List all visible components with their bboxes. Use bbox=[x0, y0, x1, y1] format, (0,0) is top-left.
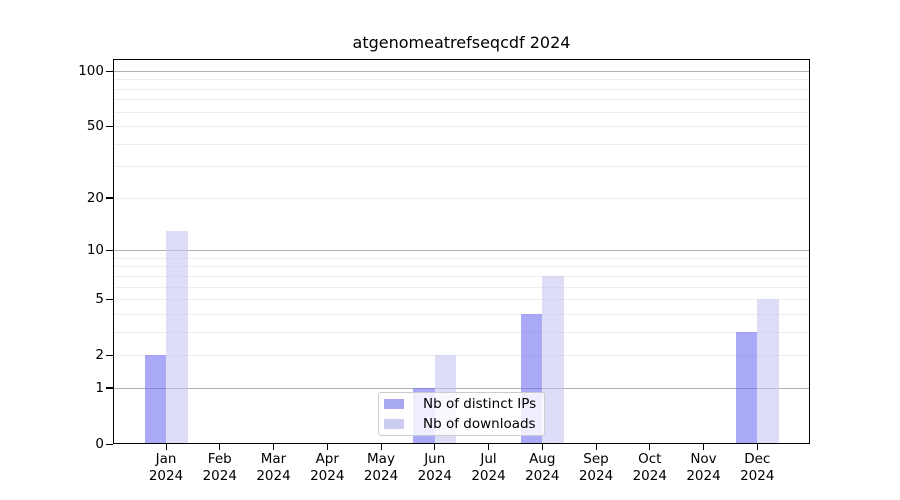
y-tick-mark bbox=[106, 354, 113, 356]
x-tick-mark bbox=[649, 444, 651, 450]
x-tick-label: Mar 2024 bbox=[256, 451, 291, 484]
x-tick-label: Apr 2024 bbox=[310, 451, 345, 484]
gridline-minor bbox=[113, 79, 810, 81]
gridline-minor bbox=[113, 331, 810, 333]
gridline-major bbox=[113, 71, 810, 72]
x-tick-label: Jun 2024 bbox=[417, 451, 452, 484]
y-tick-mark bbox=[106, 443, 113, 445]
gridline-minor bbox=[113, 99, 810, 101]
y-tick-mark bbox=[106, 70, 113, 72]
x-tick-label: Sep 2024 bbox=[578, 451, 614, 484]
gridline-minor bbox=[113, 166, 810, 168]
gridline-minor bbox=[113, 88, 810, 90]
x-tick-mark bbox=[703, 444, 705, 450]
gridline-major bbox=[113, 250, 810, 252]
y-tick-label: 1 bbox=[95, 379, 104, 396]
chart-title: atgenomeatrefseqcdf 2024 bbox=[352, 33, 571, 52]
y-tick-mark bbox=[106, 387, 113, 389]
x-tick-mark bbox=[434, 444, 436, 450]
y-tick-mark bbox=[106, 125, 113, 127]
y-tick-label: 0 bbox=[95, 436, 104, 452]
bar-distinct-ips bbox=[735, 331, 758, 444]
y-tick-label: 10 bbox=[86, 242, 104, 259]
x-tick-mark bbox=[273, 444, 275, 450]
y-tick-label: 5 bbox=[95, 291, 104, 308]
gridline-minor bbox=[113, 126, 810, 128]
legend-label-downloads: Nb of downloads bbox=[423, 416, 536, 432]
x-tick-label: Nov 2024 bbox=[686, 451, 721, 484]
gridline-minor bbox=[113, 286, 810, 288]
x-tick-label: Feb 2024 bbox=[202, 451, 237, 484]
y-tick-mark bbox=[106, 197, 113, 199]
x-tick-mark bbox=[219, 444, 221, 450]
y-tick-label: 50 bbox=[86, 118, 104, 135]
legend-label-distinct-ips: Nb of distinct IPs bbox=[423, 396, 537, 412]
legend-item-downloads: Nb of downloads bbox=[384, 415, 539, 433]
x-tick-mark bbox=[541, 444, 543, 450]
x-tick-label: Dec 2024 bbox=[740, 451, 775, 484]
y-tick-label: 2 bbox=[95, 347, 104, 364]
x-tick-mark bbox=[595, 444, 597, 450]
gridline-major bbox=[113, 387, 810, 389]
x-tick-mark bbox=[326, 444, 328, 450]
gridline-minor bbox=[113, 355, 810, 357]
bar-downloads bbox=[757, 299, 779, 444]
legend-item-distinct-ips: Nb of distinct IPs bbox=[384, 395, 539, 413]
x-tick-label: Aug 2024 bbox=[525, 451, 560, 484]
plot-area bbox=[113, 59, 810, 444]
x-tick-mark bbox=[380, 444, 382, 450]
x-tick-mark bbox=[756, 444, 758, 450]
y-tick-mark bbox=[106, 249, 113, 251]
x-tick-label: Jul 2024 bbox=[471, 451, 506, 484]
bar-downloads bbox=[542, 275, 564, 444]
legend: Nb of distinct IPs Nb of downloads bbox=[378, 392, 545, 436]
bar-downloads bbox=[166, 230, 188, 444]
x-tick-label: Oct 2024 bbox=[632, 451, 667, 484]
gridline-minor bbox=[113, 313, 810, 315]
x-tick-mark bbox=[165, 444, 167, 450]
gridline-minor bbox=[113, 257, 810, 259]
legend-swatch-distinct-ips-icon bbox=[384, 399, 404, 409]
y-tick-label: 100 bbox=[78, 63, 104, 79]
gridline-minor bbox=[113, 197, 810, 199]
gridline-minor bbox=[113, 299, 810, 301]
gridline-minor bbox=[113, 111, 810, 113]
gridline-minor bbox=[113, 266, 810, 268]
x-tick-label: May 2024 bbox=[363, 451, 399, 484]
legend-swatch-downloads-icon bbox=[384, 419, 404, 429]
gridline-minor bbox=[113, 143, 810, 145]
gridline-minor bbox=[113, 275, 810, 277]
x-tick-mark bbox=[488, 444, 490, 450]
y-tick-label: 20 bbox=[86, 189, 104, 206]
y-tick-mark bbox=[106, 298, 113, 300]
bar-distinct-ips bbox=[144, 355, 166, 444]
x-tick-label: Jan 2024 bbox=[148, 451, 184, 484]
